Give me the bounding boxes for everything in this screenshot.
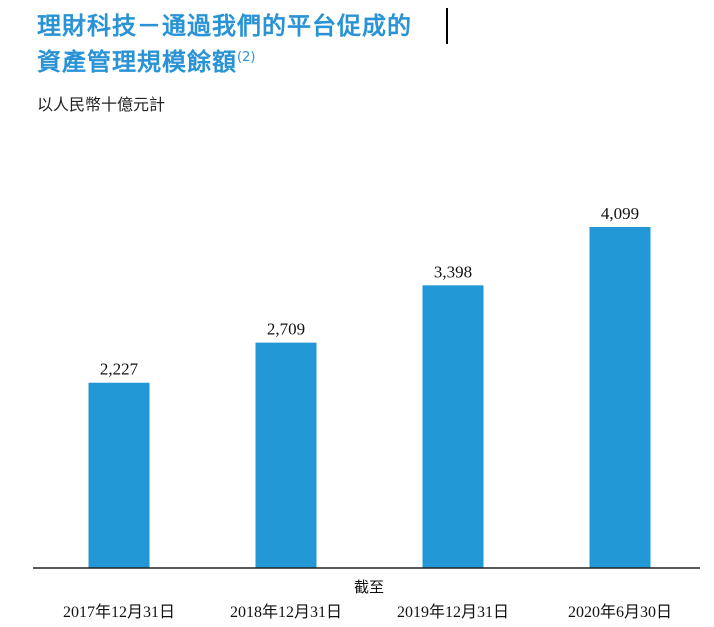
x-tick-label-4: 2020年6月30日 bbox=[568, 603, 672, 621]
x-tick-label-3: 2019年12月31日 bbox=[397, 603, 509, 621]
bars-group bbox=[88, 227, 651, 568]
bar-2 bbox=[255, 342, 317, 568]
footnote-marker: (2) bbox=[237, 50, 256, 65]
value-label-4: 4,099 bbox=[601, 204, 639, 223]
title-line-2-text: 資產管理規模餘額 bbox=[37, 48, 237, 76]
value-label-3: 3,398 bbox=[434, 262, 472, 281]
unit-label: 以人民幣十億元計 bbox=[37, 95, 166, 114]
x-axis-title: 截至 bbox=[354, 578, 384, 596]
x-tick-labels-group: 2017年12月31日 2018年12月31日 2019年12月31日 2020年6月… bbox=[63, 603, 672, 621]
bar-3 bbox=[422, 285, 484, 568]
chart-title: 理財科技－通過我們的平台促成的 資產管理規模餘額(2) bbox=[37, 10, 412, 78]
title-line-1: 理財科技－通過我們的平台促成的 bbox=[37, 12, 412, 40]
value-labels-group: 2,227 2,709 3,398 4,099 bbox=[100, 204, 639, 379]
x-tick-label-1: 2017年12月31日 bbox=[63, 603, 175, 621]
title-line-2: 資產管理規模餘額(2) bbox=[37, 42, 412, 78]
value-label-2: 2,709 bbox=[267, 320, 305, 339]
bar-4 bbox=[589, 227, 651, 568]
bar-1 bbox=[88, 382, 150, 568]
x-tick-label-2: 2018年12月31日 bbox=[230, 603, 342, 621]
text-cursor bbox=[446, 8, 448, 44]
value-label-1: 2,227 bbox=[100, 360, 139, 379]
